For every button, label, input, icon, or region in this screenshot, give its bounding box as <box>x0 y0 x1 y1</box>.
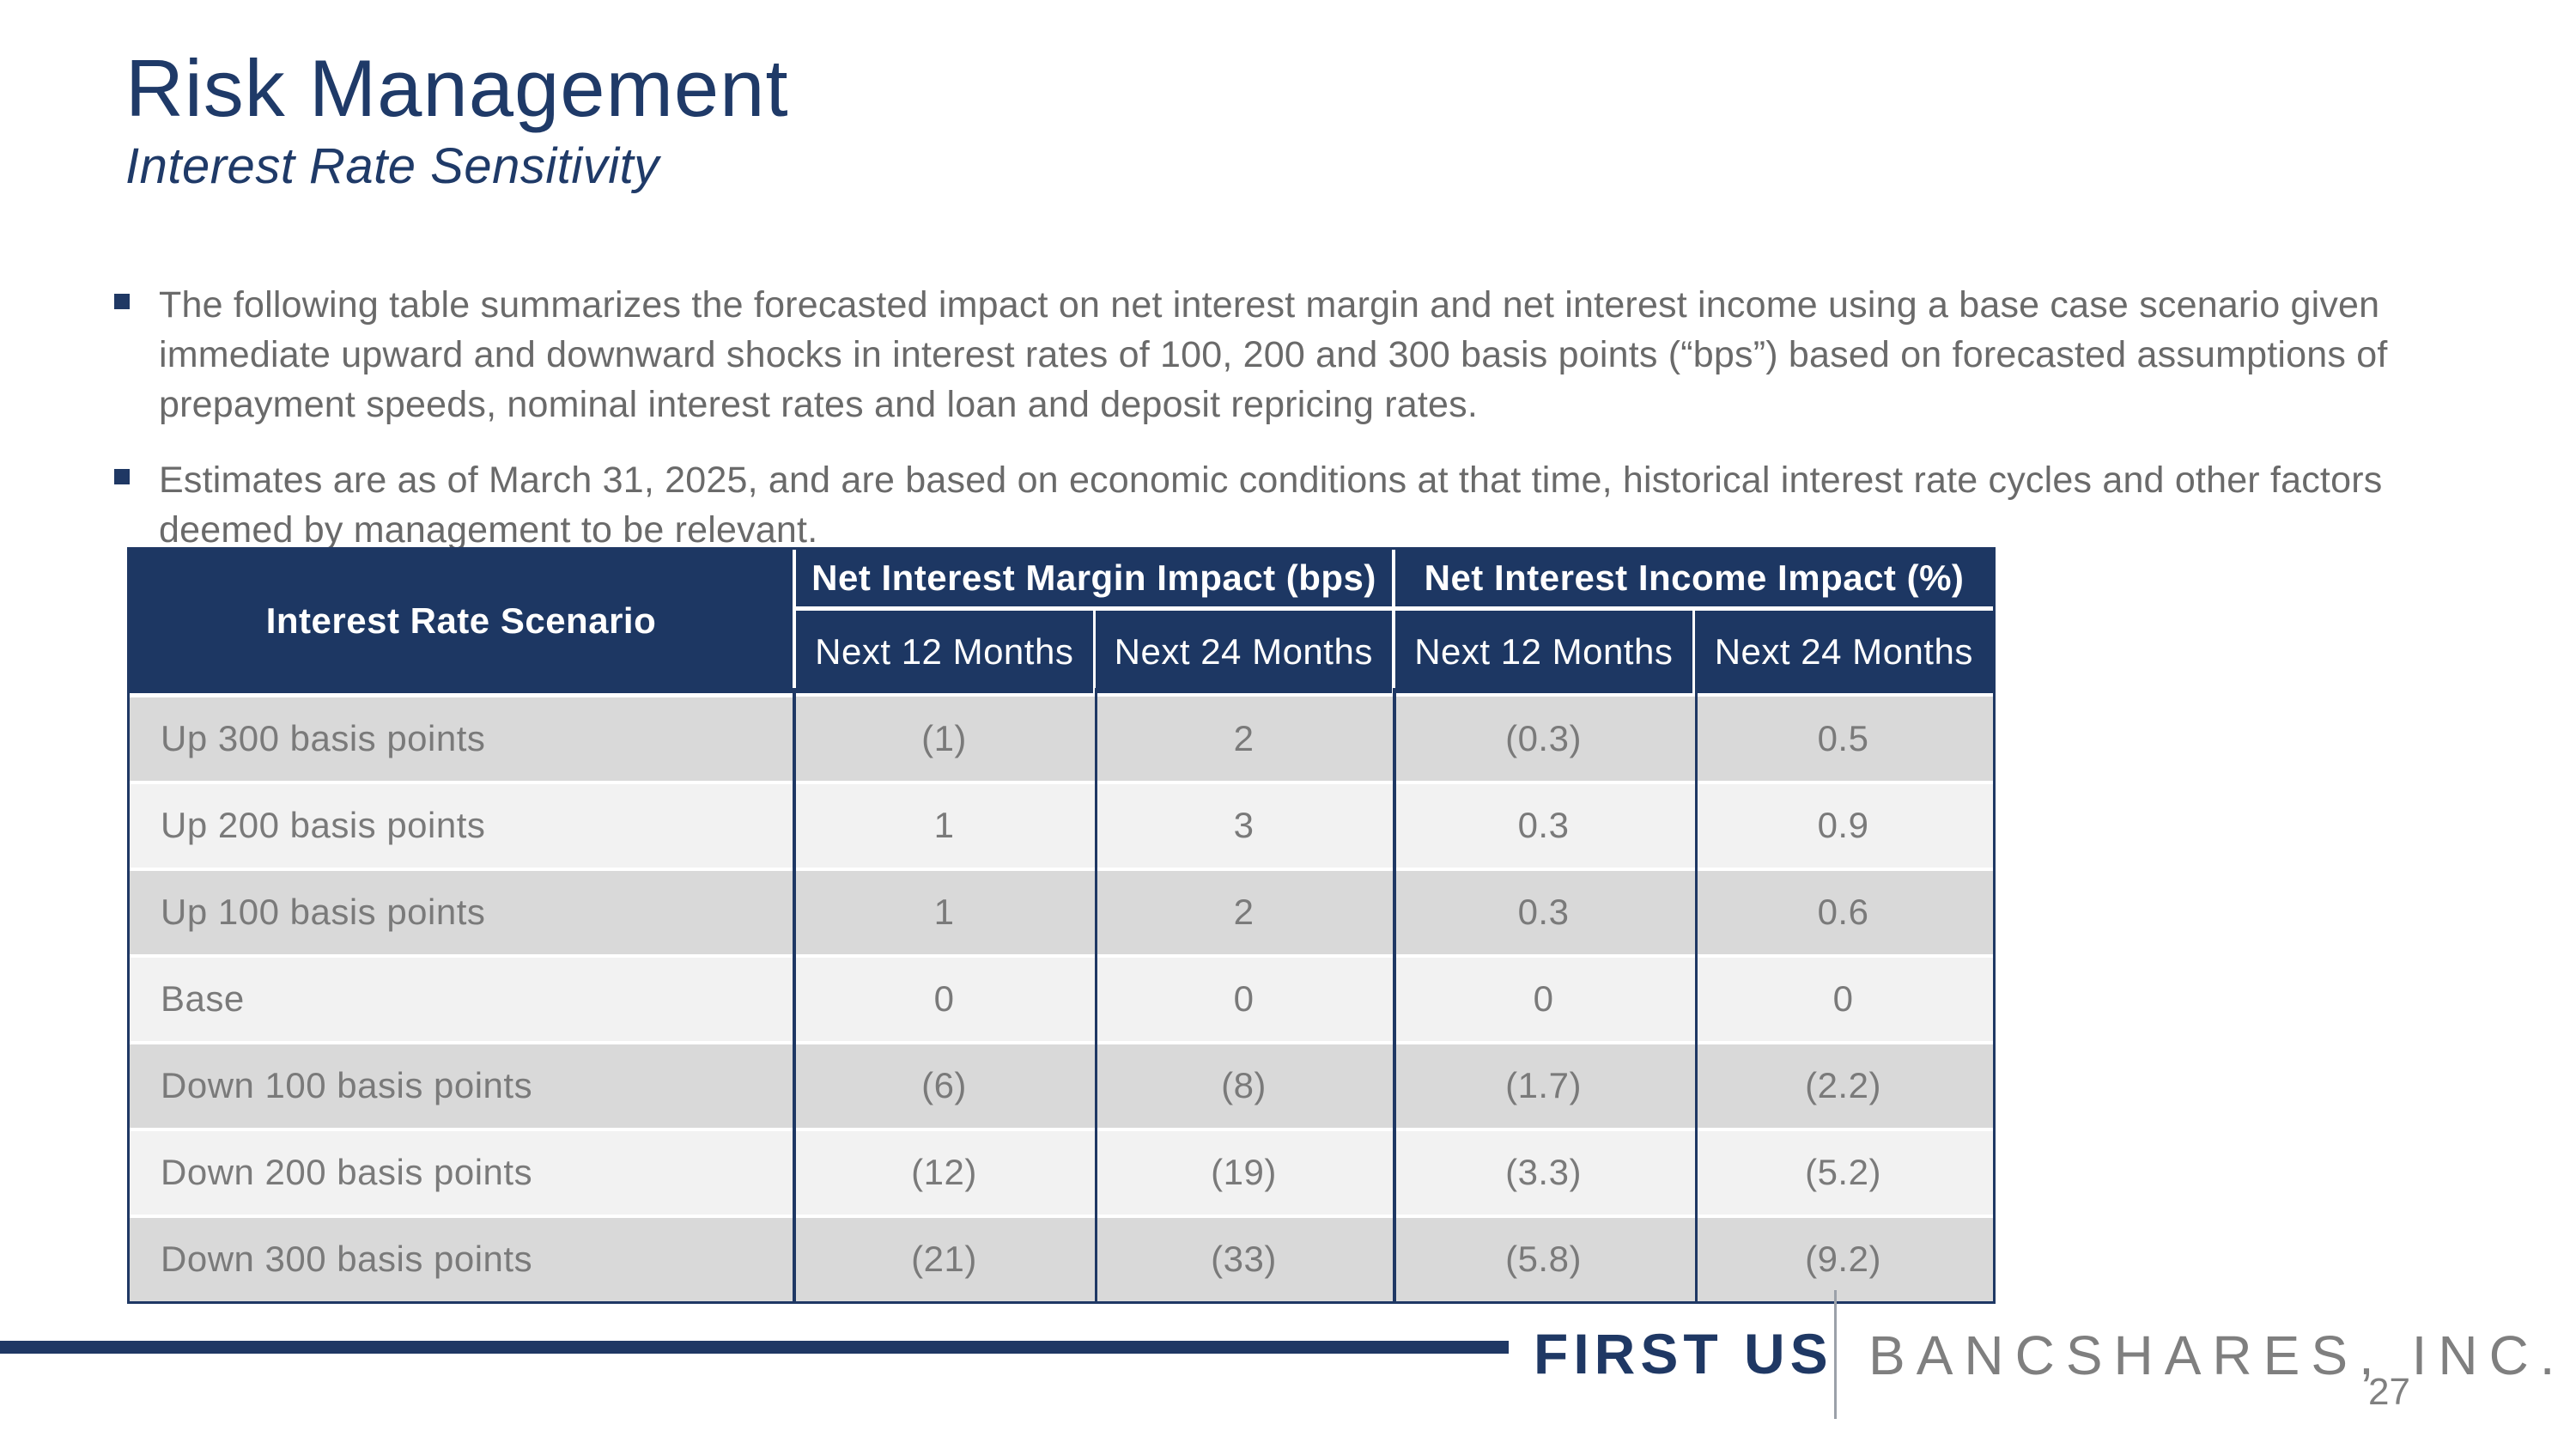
page-title: Risk Management <box>125 43 789 133</box>
table-row: Base 0 0 0 0 <box>130 953 1994 1043</box>
bullet-item: The following table summarizes the forec… <box>114 280 2476 429</box>
subheader-income-12m: Next 12 Months <box>1394 608 1695 695</box>
value-cell: (1) <box>794 693 1094 782</box>
value-cell: 1 <box>794 780 1094 869</box>
column-header-scenario: Interest Rate Scenario <box>130 550 796 697</box>
subheader-margin-12m: Next 12 Months <box>794 608 1096 695</box>
value-cell: 0.3 <box>1394 867 1694 956</box>
value-cell: 0 <box>794 953 1094 1043</box>
scenario-cell: Up 200 basis points <box>130 780 794 869</box>
value-cell: (12) <box>794 1127 1094 1216</box>
value-cell: 2 <box>1094 867 1394 956</box>
table-column-divider <box>1695 688 1698 1301</box>
value-cell: 2 <box>1094 693 1394 782</box>
bullet-list: The following table summarizes the forec… <box>114 280 2476 581</box>
subheader-margin-24m: Next 24 Months <box>1094 608 1396 695</box>
column-group-income-impact: Net Interest Income Impact (%) <box>1394 550 1994 611</box>
table-column-divider <box>1095 688 1097 1301</box>
bullet-text: Estimates are as of March 31, 2025, and … <box>159 460 2383 551</box>
table-column-divider <box>1393 688 1396 1301</box>
scenario-cell: Down 100 basis points <box>130 1040 794 1129</box>
brand-name-primary: FIRST US <box>1534 1322 1833 1385</box>
value-cell: 1 <box>794 867 1094 956</box>
table-row: Up 300 basis points (1) 2 (0.3) 0.5 <box>130 693 1994 782</box>
sensitivity-table: Interest Rate Scenario Net Interest Marg… <box>130 550 1994 1301</box>
table-column-divider <box>793 688 796 1301</box>
value-cell: (1.7) <box>1394 1040 1694 1129</box>
value-cell: 3 <box>1094 780 1394 869</box>
bullet-text: The following table summarizes the forec… <box>159 284 2388 426</box>
footer-accent-bar <box>0 1341 1509 1354</box>
value-cell: (33) <box>1094 1214 1394 1301</box>
bullet-square-icon <box>114 294 130 309</box>
value-cell: 0 <box>1094 953 1394 1043</box>
brand-name-secondary: BANCSHARES, INC. <box>1868 1324 2567 1386</box>
bullet-item: Estimates are as of March 31, 2025, and … <box>114 455 2476 555</box>
page-number: 27 <box>2368 1371 2410 1413</box>
value-cell: (5.8) <box>1394 1214 1694 1301</box>
value-cell: 0.6 <box>1693 867 1994 956</box>
value-cell: (6) <box>794 1040 1094 1129</box>
scenario-cell: Down 200 basis points <box>130 1127 794 1216</box>
value-cell: 0.9 <box>1693 780 1994 869</box>
value-cell: (2.2) <box>1693 1040 1994 1129</box>
value-cell: (8) <box>1094 1040 1394 1129</box>
scenario-cell: Up 100 basis points <box>130 867 794 956</box>
table-row: Up 100 basis points 1 2 0.3 0.6 <box>130 867 1994 956</box>
value-cell: (19) <box>1094 1127 1394 1216</box>
scenario-cell: Down 300 basis points <box>130 1214 794 1301</box>
column-group-margin-impact: Net Interest Margin Impact (bps) <box>794 550 1396 611</box>
table-group-header-row: Interest Rate Scenario Net Interest Marg… <box>130 550 1994 697</box>
value-cell: 0 <box>1693 953 1994 1043</box>
table-row: Down 300 basis points (21) (33) (5.8) (9… <box>130 1214 1994 1301</box>
scenario-cell: Up 300 basis points <box>130 693 794 782</box>
value-cell: (3.3) <box>1394 1127 1694 1216</box>
scenario-cell: Base <box>130 953 794 1043</box>
brand-divider-line <box>1834 1290 1837 1419</box>
value-cell: (5.2) <box>1693 1127 1994 1216</box>
value-cell: 0.5 <box>1693 693 1994 782</box>
value-cell: 0 <box>1394 953 1694 1043</box>
bullet-square-icon <box>114 469 130 485</box>
table-row: Up 200 basis points 1 3 0.3 0.9 <box>130 780 1994 869</box>
value-cell: 0.3 <box>1394 780 1694 869</box>
table-row: Down 100 basis points (6) (8) (1.7) (2.2… <box>130 1040 1994 1129</box>
value-cell: (0.3) <box>1394 693 1694 782</box>
title-block: Risk Management Interest Rate Sensitivit… <box>125 45 789 195</box>
sensitivity-table-frame: Interest Rate Scenario Net Interest Marg… <box>127 547 1996 1304</box>
table-subheader-row: Next 12 Months Next 24 Months Next 12 Mo… <box>130 608 1994 695</box>
page-subtitle: Interest Rate Sensitivity <box>125 137 659 194</box>
value-cell: (9.2) <box>1693 1214 1994 1301</box>
value-cell: (21) <box>794 1214 1094 1301</box>
subheader-income-24m: Next 24 Months <box>1693 608 1994 695</box>
table-row: Down 200 basis points (12) (19) (3.3) (5… <box>130 1127 1994 1216</box>
